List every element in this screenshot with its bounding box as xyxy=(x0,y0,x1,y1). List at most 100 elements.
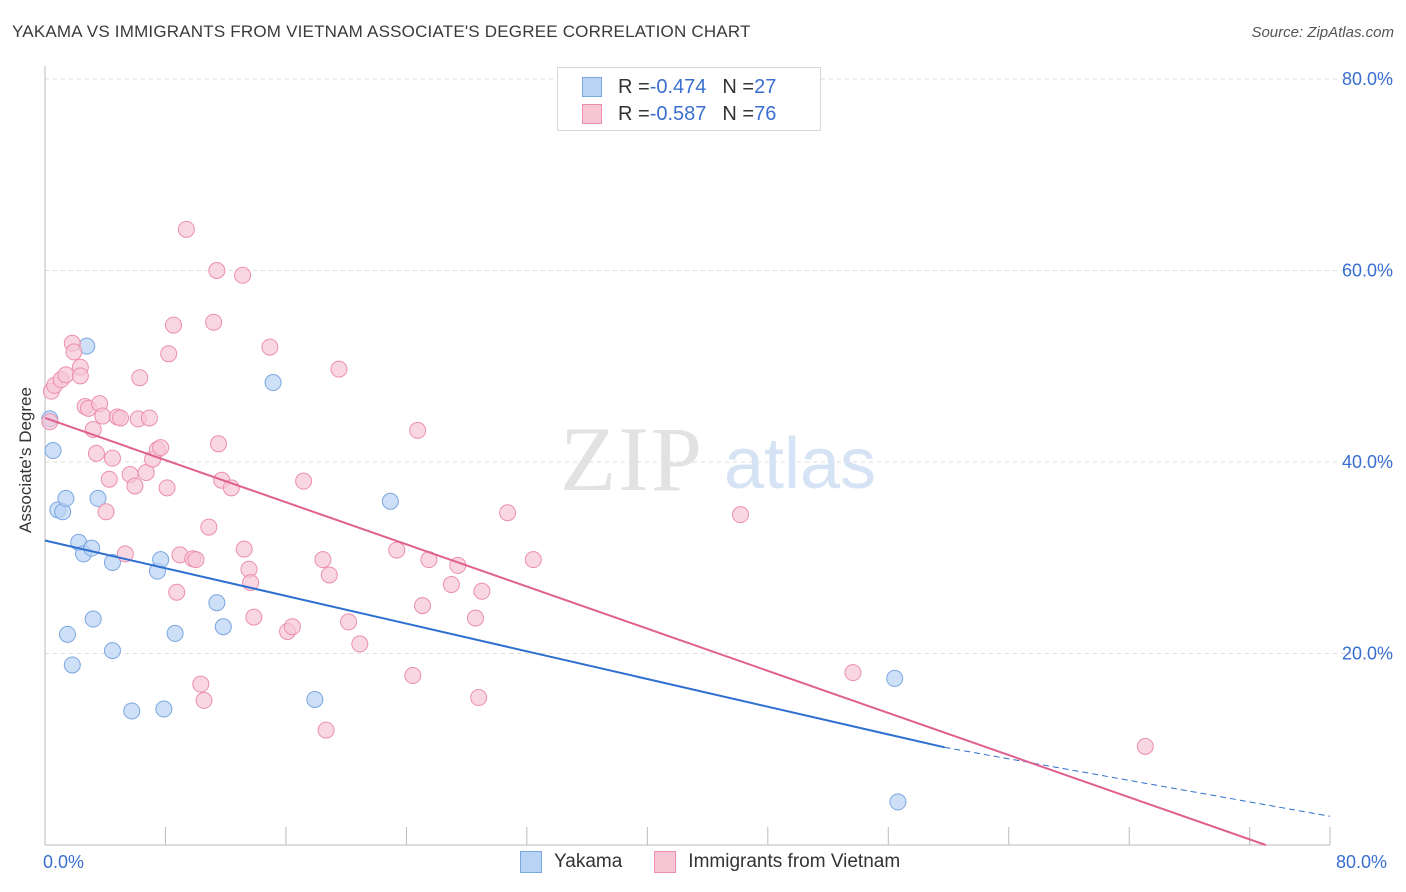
y-tick-label: 80.0% xyxy=(1342,69,1393,89)
vietnam-point xyxy=(168,583,186,601)
yakama-point xyxy=(214,618,232,636)
vietnam-point xyxy=(409,421,427,439)
yakama-point xyxy=(83,539,101,557)
vietnam-point xyxy=(473,582,491,600)
r-value: -0.587 xyxy=(649,102,707,125)
x-tick-label-max: 80.0% xyxy=(1336,852,1388,872)
vietnam-point xyxy=(388,541,406,559)
axes xyxy=(44,66,1331,846)
yakama-point xyxy=(57,489,75,507)
vietnam-point xyxy=(103,449,121,467)
vietnam-point xyxy=(413,597,431,615)
y-axis-title-wrap: Associate's Degree xyxy=(6,380,46,540)
n-value: 76 xyxy=(754,102,777,125)
vietnam-point xyxy=(295,472,313,490)
yakama-point xyxy=(103,554,121,572)
vietnam-point xyxy=(200,518,218,536)
y-tick-label: 60.0% xyxy=(1342,261,1393,281)
legend-item-yakama: Yakama xyxy=(520,851,622,873)
legend-label-vietnam: Immigrants from Vietnam xyxy=(688,851,901,872)
watermark: ZIP atlas xyxy=(560,408,876,510)
vietnam-point xyxy=(404,667,422,685)
vietnam-point xyxy=(94,407,112,425)
vietnam-point xyxy=(283,618,301,636)
vietnam-trend-line xyxy=(44,417,1267,846)
x-tick-label-min: 0.0% xyxy=(43,852,85,872)
series-legend: Yakama Immigrants from Vietnam xyxy=(520,851,932,873)
vietnam-point xyxy=(111,409,129,427)
vietnam-point xyxy=(158,479,176,497)
yakama-point xyxy=(381,492,399,510)
yakama-point xyxy=(886,669,904,687)
y-axis-title: Associate's Degree xyxy=(16,387,35,533)
vietnam-point xyxy=(340,613,358,631)
yakama-point xyxy=(63,656,81,674)
vietnam-swatch xyxy=(582,104,602,124)
watermark-zip: ZIP xyxy=(560,408,704,510)
y-tick-labels: 20.0% 40.0% 60.0% 80.0% xyxy=(1342,69,1393,664)
vietnam-point xyxy=(140,409,158,427)
vietnam-point xyxy=(317,721,335,739)
vietnam-point xyxy=(732,506,750,524)
vietnam-point xyxy=(165,316,182,334)
yakama-trend-line xyxy=(44,539,945,749)
vietnam-point xyxy=(160,345,178,363)
vietnam-point xyxy=(470,689,488,707)
yakama-point xyxy=(264,374,282,392)
r-value: -0.474 xyxy=(649,75,707,98)
yakama-point xyxy=(84,610,102,628)
vietnam-point xyxy=(57,366,75,384)
yakama-trend-extension xyxy=(944,746,1331,817)
vietnam-point xyxy=(235,540,253,558)
vietnam-point xyxy=(187,551,205,569)
correlation-legend: R = -0.474 N = 27 R = -0.587 N = 76 xyxy=(557,67,821,131)
vietnam-point xyxy=(87,444,105,462)
vietnam-point xyxy=(1136,737,1154,755)
vietnam-point xyxy=(261,338,279,356)
y-tick-label: 40.0% xyxy=(1342,452,1393,472)
chart-title: YAKAMA VS IMMIGRANTS FROM VIETNAM ASSOCI… xyxy=(12,22,751,41)
y-tick-label: 20.0% xyxy=(1342,644,1393,664)
source-label: Source: ZipAtlas.com xyxy=(1251,24,1394,41)
vietnam-point xyxy=(844,664,862,682)
yakama-point xyxy=(58,625,76,643)
vietnam-point xyxy=(192,675,210,693)
yakama-legend-swatch xyxy=(520,851,542,873)
yakama-point xyxy=(44,442,62,460)
r-label: R = xyxy=(618,102,650,125)
vietnam-point xyxy=(499,504,517,522)
yakama-point xyxy=(103,642,121,660)
vietnam-point xyxy=(152,439,170,457)
yakama-swatch xyxy=(582,77,602,97)
vietnam-point xyxy=(126,477,144,495)
vietnam-point xyxy=(100,470,118,488)
yakama-point xyxy=(306,690,324,708)
yakama-point xyxy=(155,700,173,718)
trend-lines xyxy=(44,417,1331,846)
vietnam-point xyxy=(209,435,227,453)
vietnam-point xyxy=(314,551,332,569)
vietnam-point xyxy=(330,360,348,378)
vietnam-point xyxy=(351,635,369,653)
data-points xyxy=(41,220,1154,811)
yakama-point xyxy=(166,624,184,642)
vietnam-point xyxy=(131,369,149,387)
vietnam-legend-swatch xyxy=(654,851,677,873)
vietnam-point xyxy=(466,609,484,627)
n-label: N = xyxy=(722,102,755,125)
vietnam-point xyxy=(177,220,195,238)
legend-item-vietnam: Immigrants from Vietnam xyxy=(654,851,900,873)
vietnam-point xyxy=(205,313,223,331)
legend-row-vietnam: R = -0.587 N = 76 xyxy=(582,101,776,127)
n-value: 27 xyxy=(754,75,777,98)
yakama-point xyxy=(208,594,226,612)
vietnam-point xyxy=(524,551,542,569)
yakama-point xyxy=(889,793,907,811)
vietnam-point xyxy=(195,691,213,709)
vietnam-point xyxy=(65,343,83,361)
watermark-atlas: atlas xyxy=(724,424,876,504)
yakama-point xyxy=(123,702,141,720)
legend-row-yakama: R = -0.474 N = 27 xyxy=(582,74,776,100)
vietnam-point xyxy=(97,503,115,521)
